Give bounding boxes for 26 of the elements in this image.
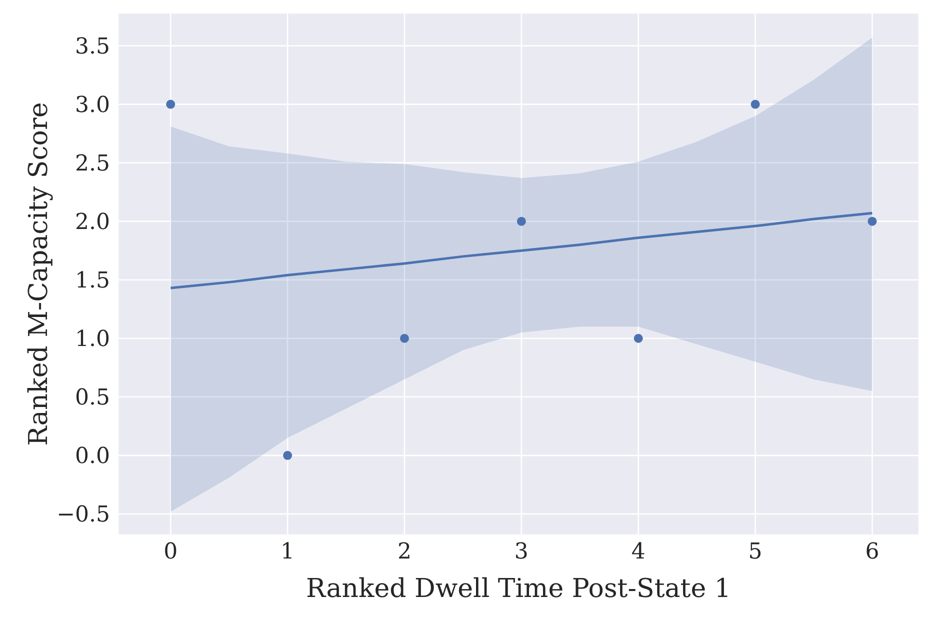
point (750, 100, 760, 109)
x-axis-title: Ranked Dwell Time Post-State 1 (306, 574, 731, 604)
x-tick-label: 4 (631, 540, 646, 565)
y-tick-label: 1.0 (75, 327, 110, 352)
point (516, 216, 526, 226)
y-tick-label: 3.0 (75, 93, 110, 118)
y-tick-label: −0.5 (56, 502, 110, 528)
y-tick-label: 0.5 (75, 386, 110, 411)
x-tick-label: 2 (397, 540, 412, 565)
point (868, 216, 877, 226)
point (634, 334, 643, 343)
point (166, 100, 176, 109)
y-tick-label: 3.5 (75, 34, 110, 60)
point (283, 450, 292, 460)
point (400, 334, 409, 343)
y-tick-label: 1.5 (75, 268, 110, 294)
x-tick-label: 5 (748, 540, 762, 565)
y-tick-label: 2.5 (75, 152, 110, 177)
x-tick-label: 1 (280, 540, 295, 565)
x-tick-label: 6 (865, 540, 880, 565)
x-tick-label: 3 (514, 540, 528, 565)
x-tick-label: 0 (164, 540, 178, 565)
line-series (169, 212, 874, 290)
y-tick-label: 2.0 (75, 210, 110, 236)
y-tick-label: 0.0 (75, 444, 110, 470)
y-axis-title: Ranked M-Capacity Score (24, 102, 54, 446)
